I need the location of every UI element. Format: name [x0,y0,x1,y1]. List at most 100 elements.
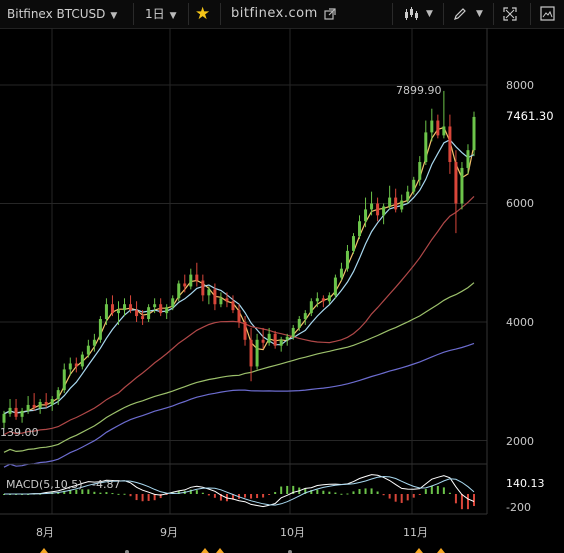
candle-body [388,197,392,207]
candle-body [297,319,301,328]
time-tick-label: 8月 [36,526,54,539]
site-link[interactable]: bitfinex.com [231,0,318,28]
macd-histogram-bar [123,493,126,495]
low-price-annotation: 139.00 [0,426,39,439]
price-tick-label: 2000 [506,435,534,448]
candle-body [207,289,211,296]
macd-histogram-bar [129,494,132,497]
candle-body [14,407,18,417]
high-price-annotation: 7899.90 [396,84,442,97]
candle-body [315,298,319,302]
candle-body [153,304,157,308]
macd-histogram-bar [442,487,445,494]
candle-body [400,200,404,210]
drawing-tools-selector[interactable]: ▼ [453,0,487,28]
site-label: bitfinex.com [231,6,318,21]
time-tick-label: 9月 [160,526,178,539]
macd-histogram-bar [153,494,156,501]
chevron-down-icon: ▼ [476,9,483,19]
macd-histogram-bar [75,489,78,494]
candle-body [430,120,434,133]
external-link-icon[interactable] [324,0,336,28]
favorite-star-icon[interactable]: ★ [195,4,211,24]
candle-body [279,339,283,346]
chart-grid [0,28,487,514]
ma-longest-line [3,342,475,468]
candle-body [412,179,416,192]
ma-fast-line [3,126,475,415]
macd-histogram-bar [352,491,355,494]
candle-body [364,209,368,222]
macd-histogram-bar [316,489,319,494]
macd-value: -4.87 [92,478,120,491]
macd-histogram-bar [250,494,253,499]
candle-body [225,298,229,302]
fullscreen-icon[interactable] [503,0,519,28]
toolbar-divider [188,3,189,25]
event-marker-icon [216,548,224,553]
candle-body [8,407,12,414]
candle-body [80,354,84,367]
interval-selector[interactable]: 1日 ▼ [145,0,177,28]
candle-body [309,301,313,314]
toolbar-divider [220,3,221,25]
time-tick-label: 10月 [280,526,305,539]
candle-body [376,203,380,216]
macd-histogram-bar [310,489,313,494]
screenshot-icon[interactable] [540,0,556,28]
event-dot-icon [125,550,129,553]
candle-body [62,369,66,391]
macd-histogram-bar [195,490,198,494]
macd-histogram-bar [388,494,391,499]
candle-body [2,413,6,423]
macd-histogram-bar [376,491,379,494]
macd-histogram-bar [274,492,277,494]
candle-body [92,339,96,346]
candle-body [454,162,458,204]
candle-body [345,250,349,269]
candle-body [50,399,54,405]
candle-body [20,410,24,417]
candle-body [123,304,127,311]
macd-histogram-bar [473,494,475,507]
macd-histogram-bar [280,486,283,494]
event-marker-icon [437,548,445,553]
toolbar-divider [530,3,531,25]
macd-histogram-bar [93,491,96,494]
macd-histogram-bar [117,493,120,495]
candle-body [321,298,325,302]
candle-body [195,274,199,281]
candle-body [116,310,120,314]
ma-longer-line [3,282,475,453]
macd-line [4,474,475,508]
candle-body [327,295,331,302]
macd-histogram-bar [340,493,343,495]
macd-histogram-bar [213,494,216,498]
macd-histogram-bar [406,494,409,501]
macd-histogram-bar [231,494,234,500]
time-tick-label: 11月 [403,526,428,539]
candle-body [436,120,440,136]
price-tick-label: 6000 [506,197,534,210]
macd-histogram-bar [165,494,168,495]
macd-histogram-bar [328,491,331,494]
macd-histogram-bar [256,494,259,499]
event-dot-icon [288,550,292,553]
candle-body [418,162,422,180]
chart-type-selector[interactable]: ▼ [404,0,438,28]
macd-histogram-bar [412,494,415,498]
macd-histogram-bar [244,494,247,498]
candle-body [358,221,362,237]
candle-body [135,310,139,317]
macd-histogram-bar [219,494,222,501]
symbol-selector[interactable]: Bitfinex BTCUSD ▼ [7,0,117,28]
candle-body [406,191,410,201]
macd-histogram-bar [436,485,439,494]
current-price-marker [488,108,564,124]
candle-body [243,322,247,340]
candle-body [442,126,446,136]
macd-histogram-bar [141,494,144,502]
toolbar-divider [392,3,393,25]
price-chart[interactable]: 8000 6000 4000 2000 7461.30 7899.90 139.… [0,28,564,553]
macd-histogram-bar [159,494,162,499]
